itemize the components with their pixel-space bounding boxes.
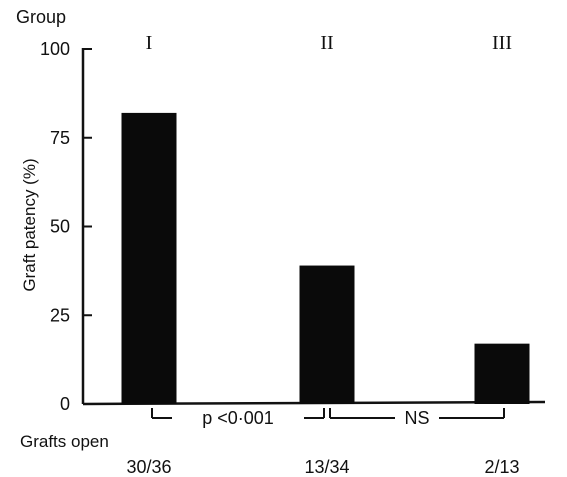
grafts-open-label: Grafts open bbox=[20, 432, 109, 451]
category-label: I bbox=[146, 32, 153, 54]
group-header: Group bbox=[16, 7, 67, 27]
comparison-label: NS bbox=[404, 408, 429, 428]
comparison-brackets: p <0·001 NS bbox=[151, 408, 505, 428]
bar-group-iii bbox=[474, 343, 530, 404]
y-tick-label: 75 bbox=[50, 128, 70, 148]
category-label: II bbox=[320, 32, 333, 54]
bar-group-ii bbox=[299, 265, 355, 404]
grafts-open-value: 2/13 bbox=[484, 457, 519, 477]
y-tick-label: 100 bbox=[40, 39, 70, 59]
bars bbox=[121, 112, 530, 405]
category-label: III bbox=[492, 32, 512, 54]
bar-group-i bbox=[121, 112, 177, 405]
y-tick-label: 50 bbox=[50, 217, 70, 237]
grafts-open-value: 13/34 bbox=[304, 457, 349, 477]
y-axis-label-text: Graft patency (%) bbox=[20, 158, 39, 292]
y-tick-label: 25 bbox=[50, 305, 70, 325]
grafts-open-value: 30/36 bbox=[126, 457, 171, 477]
axes: 0 25 50 75 100 I 30/36 II 13/34 III 2/13 bbox=[40, 32, 546, 477]
y-tick-label: 0 bbox=[60, 394, 70, 414]
comparison-label: p <0·001 bbox=[202, 408, 274, 428]
